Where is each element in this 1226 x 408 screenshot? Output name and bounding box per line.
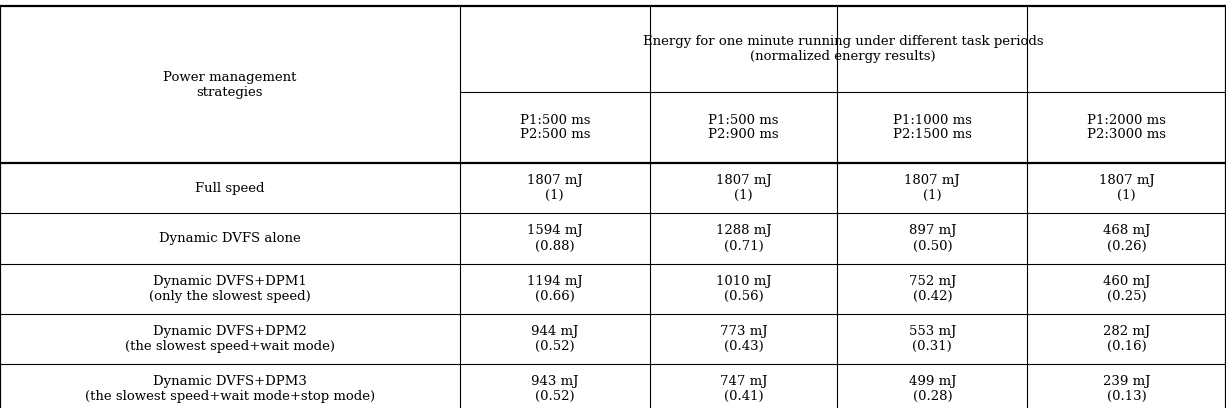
Text: 1807 mJ
(1): 1807 mJ (1)	[527, 174, 582, 202]
Text: 460 mJ
(0.25): 460 mJ (0.25)	[1103, 275, 1150, 303]
Text: 1807 mJ
(1): 1807 mJ (1)	[716, 174, 771, 202]
Text: 1807 mJ
(1): 1807 mJ (1)	[905, 174, 960, 202]
Text: 752 mJ
(0.42): 752 mJ (0.42)	[908, 275, 956, 303]
Text: Dynamic DVFS alone: Dynamic DVFS alone	[159, 232, 300, 245]
Text: Dynamic DVFS+DPM2
(the slowest speed+wait mode): Dynamic DVFS+DPM2 (the slowest speed+wai…	[125, 325, 335, 353]
Text: 468 mJ
(0.26): 468 mJ (0.26)	[1103, 224, 1150, 253]
Text: 773 mJ
(0.43): 773 mJ (0.43)	[720, 325, 767, 353]
Text: P1:500 ms
P2:900 ms: P1:500 ms P2:900 ms	[709, 113, 779, 142]
Text: 943 mJ
(0.52): 943 mJ (0.52)	[531, 375, 579, 403]
Text: 944 mJ
(0.52): 944 mJ (0.52)	[531, 325, 579, 353]
Text: 1807 mJ
(1): 1807 mJ (1)	[1098, 174, 1155, 202]
Text: 897 mJ
(0.50): 897 mJ (0.50)	[908, 224, 956, 253]
Text: 1010 mJ
(0.56): 1010 mJ (0.56)	[716, 275, 771, 303]
Text: 747 mJ
(0.41): 747 mJ (0.41)	[720, 375, 767, 403]
Text: 1194 mJ
(0.66): 1194 mJ (0.66)	[527, 275, 582, 303]
Text: 553 mJ
(0.31): 553 mJ (0.31)	[908, 325, 956, 353]
Text: P1:500 ms
P2:500 ms: P1:500 ms P2:500 ms	[520, 113, 590, 142]
Text: 239 mJ
(0.13): 239 mJ (0.13)	[1103, 375, 1150, 403]
Text: P1:2000 ms
P2:3000 ms: P1:2000 ms P2:3000 ms	[1087, 113, 1166, 142]
Text: 1594 mJ
(0.88): 1594 mJ (0.88)	[527, 224, 582, 253]
Text: 1288 mJ
(0.71): 1288 mJ (0.71)	[716, 224, 771, 253]
Text: Full speed: Full speed	[195, 182, 265, 195]
Text: 282 mJ
(0.16): 282 mJ (0.16)	[1103, 325, 1150, 353]
Text: 499 mJ
(0.28): 499 mJ (0.28)	[908, 375, 956, 403]
Text: Dynamic DVFS+DPM1
(only the slowest speed): Dynamic DVFS+DPM1 (only the slowest spee…	[150, 275, 310, 303]
Text: Power management
strategies: Power management strategies	[163, 71, 297, 99]
Text: Dynamic DVFS+DPM3
(the slowest speed+wait mode+stop mode): Dynamic DVFS+DPM3 (the slowest speed+wai…	[85, 375, 375, 403]
Text: Energy for one minute running under different task periods
(normalized energy re: Energy for one minute running under diff…	[642, 35, 1043, 63]
Text: P1:1000 ms
P2:1500 ms: P1:1000 ms P2:1500 ms	[893, 113, 972, 142]
